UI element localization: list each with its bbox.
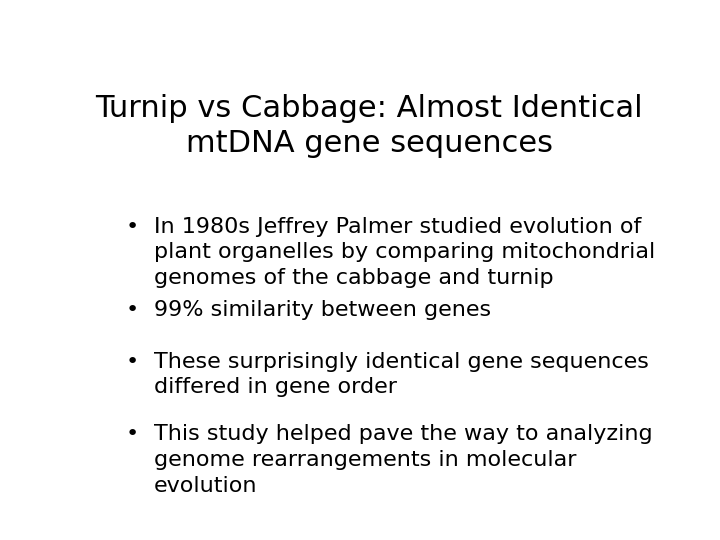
Text: This study helped pave the way to analyzing
genome rearrangements in molecular
e: This study helped pave the way to analyz… <box>154 424 653 496</box>
Text: •: • <box>125 352 138 372</box>
Text: •: • <box>125 217 138 237</box>
Text: These surprisingly identical gene sequences
differed in gene order: These surprisingly identical gene sequen… <box>154 352 649 397</box>
Text: •: • <box>125 424 138 444</box>
Text: •: • <box>125 300 138 320</box>
Text: 99% similarity between genes: 99% similarity between genes <box>154 300 491 320</box>
Text: Turnip vs Cabbage: Almost Identical
mtDNA gene sequences: Turnip vs Cabbage: Almost Identical mtDN… <box>95 94 643 158</box>
Text: In 1980s Jeffrey Palmer studied evolution of
plant organelles by comparing mitoc: In 1980s Jeffrey Palmer studied evolutio… <box>154 217 655 288</box>
